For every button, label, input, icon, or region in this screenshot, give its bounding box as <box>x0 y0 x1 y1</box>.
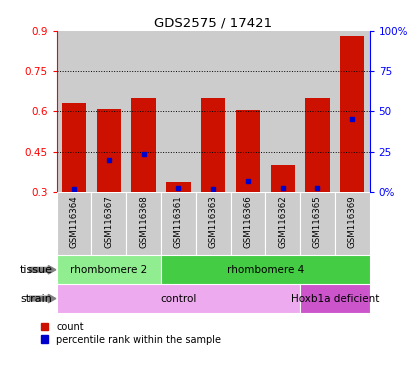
Bar <box>161 255 370 284</box>
Text: GSM116365: GSM116365 <box>313 195 322 248</box>
Bar <box>196 192 231 255</box>
Legend: count, percentile rank within the sample: count, percentile rank within the sample <box>41 322 221 344</box>
Bar <box>236 110 260 192</box>
Bar <box>161 192 196 255</box>
Text: GSM116366: GSM116366 <box>244 195 252 248</box>
Bar <box>300 192 335 255</box>
Bar <box>335 192 370 255</box>
Bar <box>300 31 335 192</box>
Text: GSM116369: GSM116369 <box>348 195 357 248</box>
Bar <box>265 31 300 192</box>
Bar <box>57 255 161 284</box>
Bar <box>97 109 121 192</box>
Text: rhombomere 4: rhombomere 4 <box>227 265 304 275</box>
Text: GSM116367: GSM116367 <box>104 195 113 248</box>
Text: GSM116364: GSM116364 <box>70 195 79 248</box>
Bar <box>57 284 300 313</box>
Bar <box>126 31 161 192</box>
Bar <box>92 31 126 192</box>
Text: GSM116363: GSM116363 <box>209 195 218 248</box>
Bar <box>196 31 231 192</box>
Title: GDS2575 / 17421: GDS2575 / 17421 <box>154 17 272 30</box>
Bar <box>161 31 196 192</box>
Bar <box>300 284 370 313</box>
Bar <box>270 165 295 192</box>
Bar <box>131 98 156 192</box>
Bar <box>201 98 225 192</box>
Bar <box>166 182 191 192</box>
Bar <box>305 98 330 192</box>
Text: Hoxb1a deficient: Hoxb1a deficient <box>291 293 379 304</box>
Bar <box>62 103 86 192</box>
Text: GSM116368: GSM116368 <box>139 195 148 248</box>
Bar <box>57 192 92 255</box>
Bar <box>265 192 300 255</box>
Text: GSM116362: GSM116362 <box>278 195 287 248</box>
Bar <box>231 192 265 255</box>
Bar <box>57 31 92 192</box>
Bar <box>126 192 161 255</box>
Text: control: control <box>160 293 197 304</box>
Text: GSM116361: GSM116361 <box>174 195 183 248</box>
Bar <box>335 31 370 192</box>
Text: strain: strain <box>21 293 52 304</box>
Bar <box>92 192 126 255</box>
Text: rhombomere 2: rhombomere 2 <box>70 265 147 275</box>
Bar <box>231 31 265 192</box>
Bar <box>340 36 365 192</box>
Text: tissue: tissue <box>19 265 52 275</box>
